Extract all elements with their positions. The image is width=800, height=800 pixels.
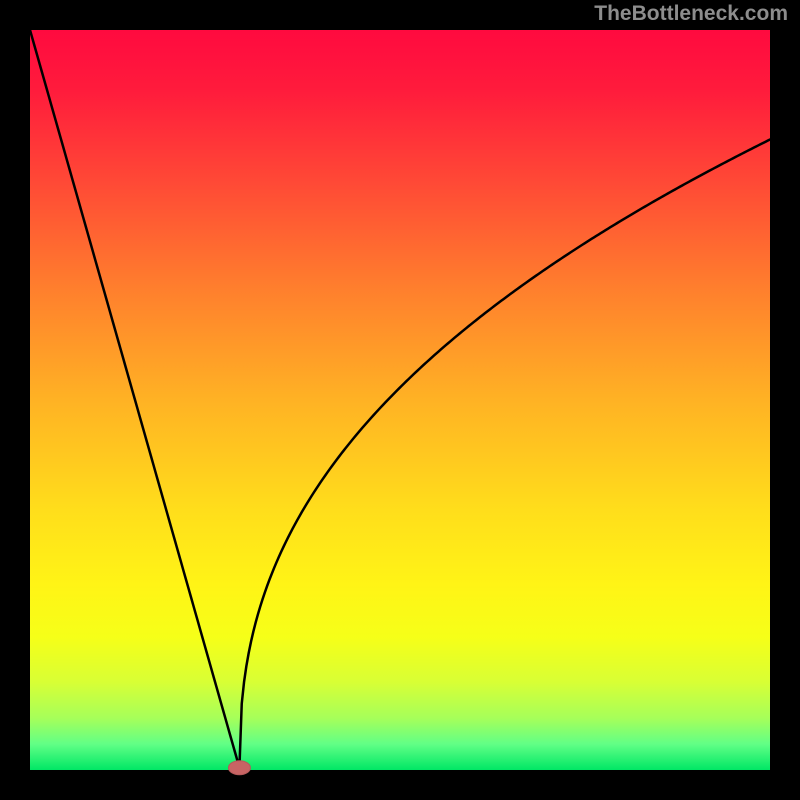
- chart-svg: [0, 0, 800, 800]
- watermark: TheBottleneck.com: [594, 2, 788, 26]
- minimum-marker: [228, 761, 250, 775]
- figure-root: TheBottleneck.com: [0, 0, 800, 800]
- bottleneck-curve: [30, 30, 770, 768]
